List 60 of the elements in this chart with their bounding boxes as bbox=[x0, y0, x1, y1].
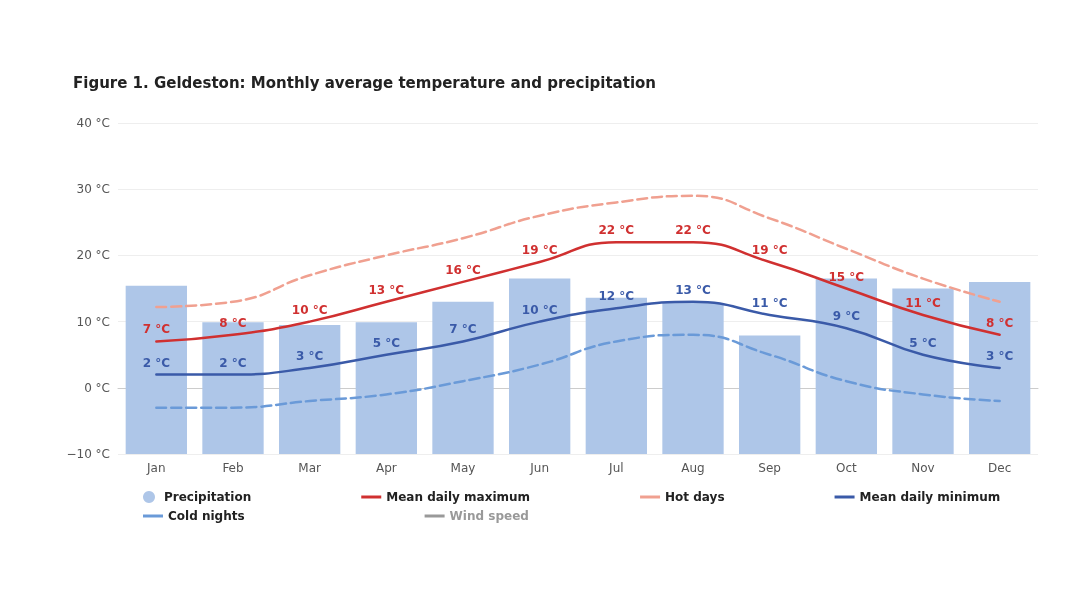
data-label: 16 °C bbox=[445, 262, 482, 277]
data-label: 3 °C bbox=[985, 348, 1014, 363]
legend-label: Mean daily minimum bbox=[859, 490, 1001, 504]
data-label: 5 °C bbox=[372, 335, 401, 350]
x-tick-label: Mar bbox=[298, 461, 322, 475]
data-label: 13 °C bbox=[368, 282, 405, 297]
x-tick-label: Feb bbox=[222, 461, 244, 475]
legend-label: Mean daily maximum bbox=[386, 490, 531, 504]
bar bbox=[739, 335, 801, 454]
x-tick-label: Apr bbox=[375, 461, 397, 475]
bar bbox=[125, 285, 187, 454]
y-tick-label: 0 °C bbox=[84, 380, 110, 395]
x-tick-label: May bbox=[450, 461, 476, 475]
x-tick-label: Jan bbox=[146, 461, 166, 475]
data-label: 22 °C bbox=[598, 223, 635, 238]
data-label: 11 °C bbox=[751, 295, 788, 310]
legend-label: Hot days bbox=[665, 490, 725, 504]
data-label: 11 °C bbox=[905, 295, 942, 310]
x-tick-label: Jul bbox=[608, 461, 624, 475]
bar bbox=[355, 322, 417, 454]
data-label: 7 °C bbox=[142, 322, 171, 337]
chart-title: Figure 1. Geldeston: Monthly average temperature and precipitation bbox=[73, 73, 657, 92]
x-tick-label: Jun bbox=[529, 461, 550, 475]
data-label: 8 °C bbox=[985, 315, 1014, 330]
y-tick-label: 40 °C bbox=[76, 116, 110, 130]
bar bbox=[662, 303, 724, 454]
data-label: 10 °C bbox=[291, 302, 328, 317]
x-tick-label: Oct bbox=[835, 461, 857, 475]
data-label: 13 °C bbox=[675, 282, 712, 297]
data-label: 3 °C bbox=[295, 348, 324, 363]
x-tick-label: Nov bbox=[911, 461, 935, 475]
bar bbox=[969, 281, 1031, 454]
x-tick-label: Dec bbox=[988, 461, 1012, 475]
line-series bbox=[155, 333, 1001, 409]
data-label: 5 °C bbox=[909, 335, 937, 350]
data-label: 7 °C bbox=[449, 322, 477, 337]
bar bbox=[509, 278, 571, 454]
x-tick-label: Aug bbox=[681, 461, 705, 475]
bar bbox=[432, 301, 494, 454]
bar bbox=[892, 288, 954, 454]
bar bbox=[279, 324, 341, 454]
legend-label: Precipitation bbox=[164, 490, 252, 504]
legend-label: Wind speed bbox=[449, 509, 529, 523]
data-label: 12 °C bbox=[598, 289, 635, 304]
data-label: 15 °C bbox=[828, 269, 865, 284]
y-tick-label: 20 °C bbox=[76, 248, 110, 263]
y-tick-label: −10 °C bbox=[66, 447, 110, 461]
data-label: 19 °C bbox=[751, 243, 788, 258]
data-label: 8 °C bbox=[219, 315, 247, 330]
y-tick-label: 10 °C bbox=[76, 314, 110, 329]
data-label: 19 °C bbox=[521, 243, 558, 258]
x-tick-label: Sep bbox=[758, 461, 781, 475]
y-tick-label: 30 °C bbox=[76, 182, 110, 197]
data-label: 10 °C bbox=[521, 302, 558, 317]
data-label: 9 °C bbox=[832, 309, 861, 324]
data-label: 2 °C bbox=[219, 355, 247, 370]
data-label: 2 °C bbox=[142, 355, 171, 370]
legend-label: Cold nights bbox=[168, 509, 245, 523]
data-label: 22 °C bbox=[675, 223, 712, 238]
line-series bbox=[155, 300, 1001, 376]
